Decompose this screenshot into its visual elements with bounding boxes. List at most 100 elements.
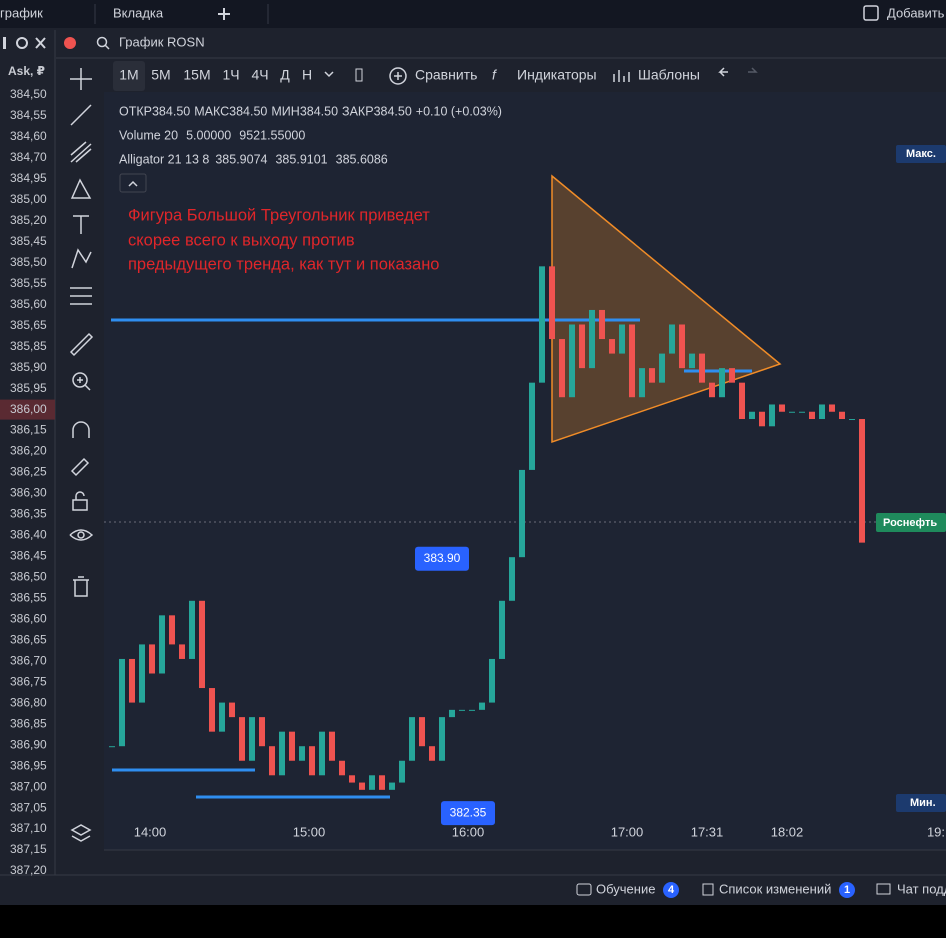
plot-area	[104, 92, 894, 850]
ask-price[interactable]: 385,50	[10, 255, 47, 269]
add-icon[interactable]	[863, 5, 879, 21]
add-button[interactable]: Добавить	[887, 5, 945, 20]
candle	[439, 717, 445, 761]
ask-price[interactable]: 384,95	[10, 171, 47, 185]
candle	[569, 324, 575, 398]
candle	[329, 731, 335, 761]
candle	[669, 324, 675, 354]
indicators-icon[interactable]: f	[492, 67, 498, 83]
close-chart[interactable]	[64, 37, 76, 49]
drawing-tools[interactable]	[69, 68, 94, 842]
candle	[409, 717, 415, 761]
ask-price[interactable]: 385,55	[10, 276, 47, 290]
volume-value: 5.00000	[186, 128, 231, 142]
ask-price[interactable]: 386,35	[10, 507, 47, 521]
ask-price[interactable]: 386,45	[10, 549, 47, 563]
candle	[129, 658, 135, 703]
candle	[759, 411, 765, 427]
interval[interactable]: 1M	[119, 67, 138, 83]
interval[interactable]: 5M	[151, 67, 170, 83]
ticker-label: Роснефть	[883, 517, 937, 529]
candle	[269, 746, 275, 776]
changes-count: 1	[844, 884, 850, 896]
ask-price[interactable]: 386,65	[10, 632, 47, 646]
ohlc-label: МИН	[271, 104, 299, 118]
candle	[219, 702, 225, 732]
ask-price[interactable]: 386,20	[10, 444, 47, 458]
indicators-button[interactable]: Индикаторы	[517, 67, 597, 83]
ask-price[interactable]: 387,05	[10, 800, 47, 814]
ask-price[interactable]: 387,10	[10, 821, 47, 835]
ask-price[interactable]: 385,60	[10, 297, 47, 311]
ask-price[interactable]: 386,80	[10, 695, 47, 709]
candle	[529, 382, 535, 470]
interval[interactable]: 4Ч	[251, 67, 268, 83]
candle	[479, 702, 485, 710]
time-label: 14:00	[134, 824, 167, 839]
ask-price[interactable]: 386,75	[10, 674, 47, 688]
ask-price[interactable]: 386,15	[10, 423, 47, 437]
changes-button[interactable]: Список изменений	[719, 881, 831, 896]
price-scale	[894, 92, 946, 850]
candle	[109, 746, 115, 748]
settings-icon[interactable]	[16, 37, 28, 49]
candle	[579, 324, 585, 369]
templates-button[interactable]: Шаблоны	[638, 67, 700, 83]
ask-price[interactable]: 386,90	[10, 737, 47, 751]
ask-price[interactable]: 387,00	[10, 779, 47, 793]
ask-price[interactable]: 386,85	[10, 716, 47, 730]
alligator-value: 385.6086	[336, 152, 388, 166]
candle	[239, 717, 245, 761]
tab[interactable]: Вкладка	[113, 5, 164, 20]
candle	[739, 382, 745, 420]
ask-price[interactable]: 386,70	[10, 653, 47, 667]
close-icon[interactable]	[35, 37, 46, 49]
tab[interactable]: график	[0, 5, 43, 20]
compare-button[interactable]: Сравнить	[415, 67, 477, 83]
candle	[189, 600, 195, 659]
candle	[659, 353, 665, 383]
candle	[249, 717, 255, 761]
ask-price[interactable]: 386,50	[10, 570, 47, 584]
interval[interactable]: Д	[280, 67, 290, 83]
candle	[299, 746, 305, 761]
chart-title[interactable]: График ROSN	[119, 34, 205, 49]
candle	[599, 309, 605, 340]
ask-price[interactable]: 385,90	[10, 360, 47, 374]
candle	[459, 709, 465, 711]
ask-price[interactable]: 385,45	[10, 234, 47, 248]
ask-price[interactable]: 387,20	[10, 863, 47, 877]
ask-price[interactable]: 385,65	[10, 318, 47, 332]
interval[interactable]: 15M	[183, 67, 210, 83]
candle	[629, 324, 635, 398]
time-label: 17:31	[691, 824, 724, 839]
ask-price[interactable]: 385,85	[10, 339, 47, 353]
interval[interactable]: 1Ч	[222, 67, 239, 83]
chat-button[interactable]: Чат подд	[897, 881, 946, 896]
interval[interactable]: Н	[302, 67, 312, 83]
candle	[209, 688, 215, 732]
ask-price[interactable]: 384,55	[10, 108, 47, 122]
ask-price[interactable]: 385,95	[10, 381, 47, 395]
chart-header	[56, 30, 946, 58]
ask-price[interactable]: 384,50	[10, 87, 47, 101]
ask-price[interactable]: 385,20	[10, 213, 47, 227]
ask-price[interactable]: 386,60	[10, 611, 47, 625]
ohlc-label: ЗАКР	[342, 104, 374, 118]
ask-price[interactable]: 386,55	[10, 591, 47, 605]
ask-price[interactable]: 384,60	[10, 129, 47, 143]
ask-price[interactable]: 386,25	[10, 465, 47, 479]
ask-price[interactable]: 385,00	[10, 192, 47, 206]
ask-price[interactable]: 384,70	[10, 150, 47, 164]
ask-price[interactable]: 387,15	[10, 842, 47, 856]
ask-price[interactable]: 386,95	[10, 758, 47, 772]
candle	[549, 266, 555, 340]
ask-price[interactable]: 386,30	[10, 486, 47, 500]
candle	[319, 731, 325, 776]
ask-price[interactable]: 386,40	[10, 528, 47, 542]
learning-button[interactable]: Обучение	[596, 881, 655, 896]
candle	[279, 731, 285, 776]
add-tab-icon[interactable]	[218, 8, 230, 20]
ask-price[interactable]: 386,00	[10, 402, 47, 416]
